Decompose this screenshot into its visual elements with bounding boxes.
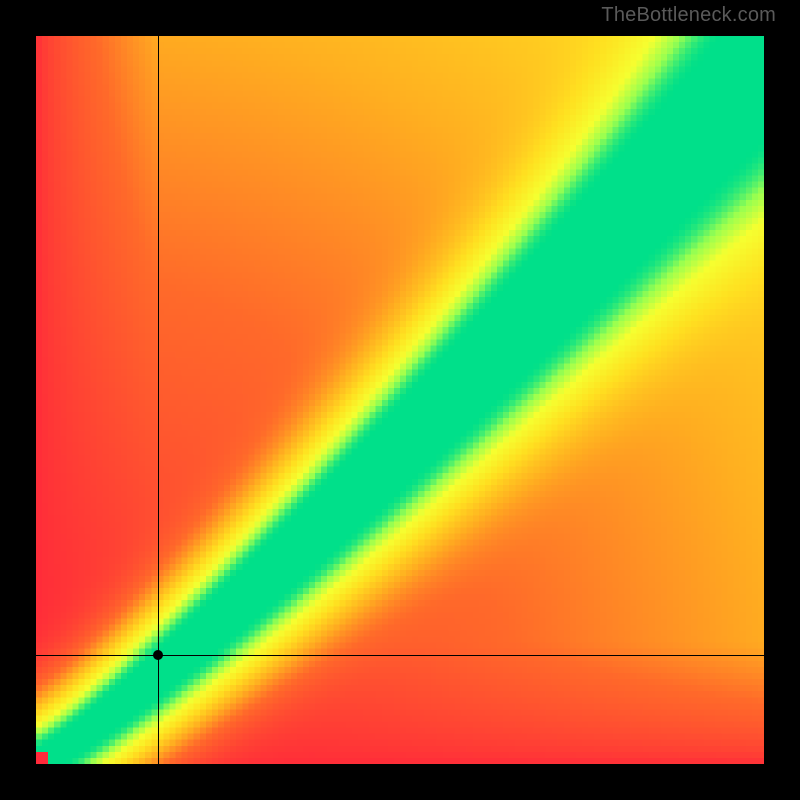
crosshair-marker[interactable] [153, 650, 163, 660]
heatmap-plot [36, 36, 764, 764]
chart-frame: TheBottleneck.com [0, 0, 800, 800]
crosshair-horizontal [36, 655, 764, 656]
watermark-text: TheBottleneck.com [601, 4, 776, 27]
